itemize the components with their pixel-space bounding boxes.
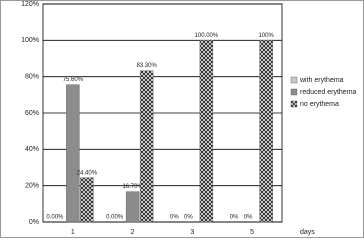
- y-tick-label: 60%: [25, 110, 39, 117]
- x-tick-label: 5: [250, 229, 254, 236]
- value-label: 100.00%: [195, 33, 219, 39]
- value-label: 24.40%: [77, 170, 98, 176]
- y-tick-label: 40%: [25, 146, 39, 153]
- y-tick-label: 120%: [21, 1, 39, 8]
- value-label: 83.30%: [136, 63, 157, 69]
- x-tick-label: 1: [71, 229, 75, 236]
- x-axis-label: days: [300, 229, 315, 236]
- bar: [66, 84, 80, 223]
- value-label: 0%: [230, 215, 239, 221]
- y-tick-label: 0%: [29, 219, 39, 226]
- legend-swatch: [290, 100, 298, 108]
- bar: [199, 40, 214, 223]
- y-tick-label: 20%: [25, 183, 39, 190]
- bar: [259, 40, 273, 223]
- y-tick-label: 80%: [25, 74, 39, 81]
- bar: [125, 191, 140, 223]
- value-label: 0.00%: [106, 215, 124, 221]
- value-label: 100%: [258, 33, 274, 39]
- bar: [80, 177, 94, 223]
- legend-label: with erythema: [299, 77, 344, 84]
- value-label: 0%: [244, 215, 253, 221]
- value-label: 75.60%: [63, 77, 84, 83]
- legend-swatch: [290, 76, 298, 84]
- value-label: 0%: [184, 215, 193, 221]
- legend-label: no erythema: [300, 101, 339, 108]
- legend-label: reduced erythema: [300, 89, 357, 96]
- bar: [139, 70, 154, 223]
- legend-swatch: [290, 88, 298, 96]
- value-label: 0.00%: [46, 215, 64, 221]
- x-tick-label: 3: [190, 229, 194, 236]
- value-label: 16.70%: [122, 184, 143, 190]
- y-tick-label: 100%: [21, 37, 39, 44]
- x-tick-label: 2: [131, 229, 135, 236]
- value-label: 0%: [170, 215, 179, 221]
